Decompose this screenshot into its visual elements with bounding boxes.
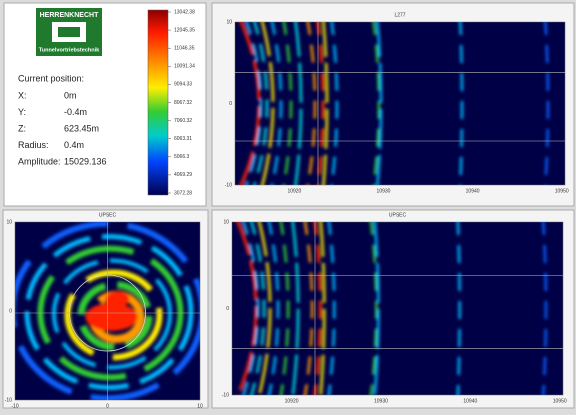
plot-title: UPSEC (99, 212, 117, 218)
y-tick-label: 10 (223, 219, 229, 225)
colorbar-label: 7060.32 (174, 118, 192, 124)
y-tick-label: 0 (9, 308, 12, 314)
field-label: Amplitude: (18, 156, 61, 166)
y-tick-label: 0 (229, 101, 232, 107)
colorbar-label: 5066.3 (174, 154, 190, 160)
field-label: Y: (18, 107, 26, 117)
logo-subtitle: Tunnelvortriebstechnik (39, 47, 100, 53)
x-tick-label: 10950 (553, 398, 567, 404)
x-tick-label: 10 (197, 403, 203, 409)
hotspot (86, 303, 138, 331)
logo-name: HERRENKNECHT (40, 12, 99, 19)
colorbar-label: 10091.34 (174, 64, 195, 70)
x-tick-label: 0 (106, 403, 109, 409)
plot-title: UPSEC (389, 212, 407, 218)
plot-title: L277 (394, 12, 405, 18)
field-value: 623.45m (64, 123, 99, 133)
x-tick-label: 10950 (555, 188, 569, 194)
plot-area (232, 222, 563, 395)
colorbar-label: 9094.33 (174, 82, 192, 88)
x-tick-label: 10920 (285, 398, 299, 404)
colorbar-label: 8067.32 (174, 100, 192, 106)
y-tick-label: 10 (226, 19, 232, 25)
x-tick-label: -10 (11, 403, 18, 409)
field-label: Z: (18, 123, 26, 133)
field-value: 15029.136 (64, 156, 107, 166)
y-tick-label: -10 (222, 392, 229, 398)
hotspot (106, 291, 130, 307)
colorbar-label: 3072.28 (174, 190, 192, 196)
colorbar-label: 4069.29 (174, 172, 192, 178)
field-value: -0.4m (64, 107, 87, 117)
x-tick-label: 10920 (287, 188, 301, 194)
x-tick-label: 10940 (466, 188, 480, 194)
y-tick-label: 10 (6, 219, 12, 225)
field-value: 0m (64, 90, 77, 100)
x-tick-label: 10930 (377, 188, 391, 194)
heading: Current position: (18, 73, 84, 83)
y-tick-label: -10 (225, 182, 232, 188)
field-label: Radius: (18, 140, 49, 150)
field-label: X: (18, 90, 27, 100)
colorbar-label: 6063.31 (174, 136, 192, 142)
x-tick-label: 10940 (463, 398, 477, 404)
field-value: 0.4m (64, 140, 84, 150)
logo-mark-inner (58, 27, 80, 37)
colorbar (148, 10, 168, 195)
screen: HERRENKNECHT Tunnelvortriebstechnik Curr… (0, 0, 576, 410)
colorbar-label: 13042.38 (174, 9, 195, 15)
y-tick-label: 0 (226, 306, 229, 312)
page: HERRENKNECHT Tunnelvortriebstechnik Curr… (0, 0, 576, 410)
colorbar-label: 12045.35 (174, 27, 195, 33)
colorbar-label: 11046.35 (174, 46, 195, 52)
x-tick-label: 10930 (374, 398, 388, 404)
plot-area (235, 22, 565, 185)
y-tick-label: -10 (5, 397, 12, 403)
